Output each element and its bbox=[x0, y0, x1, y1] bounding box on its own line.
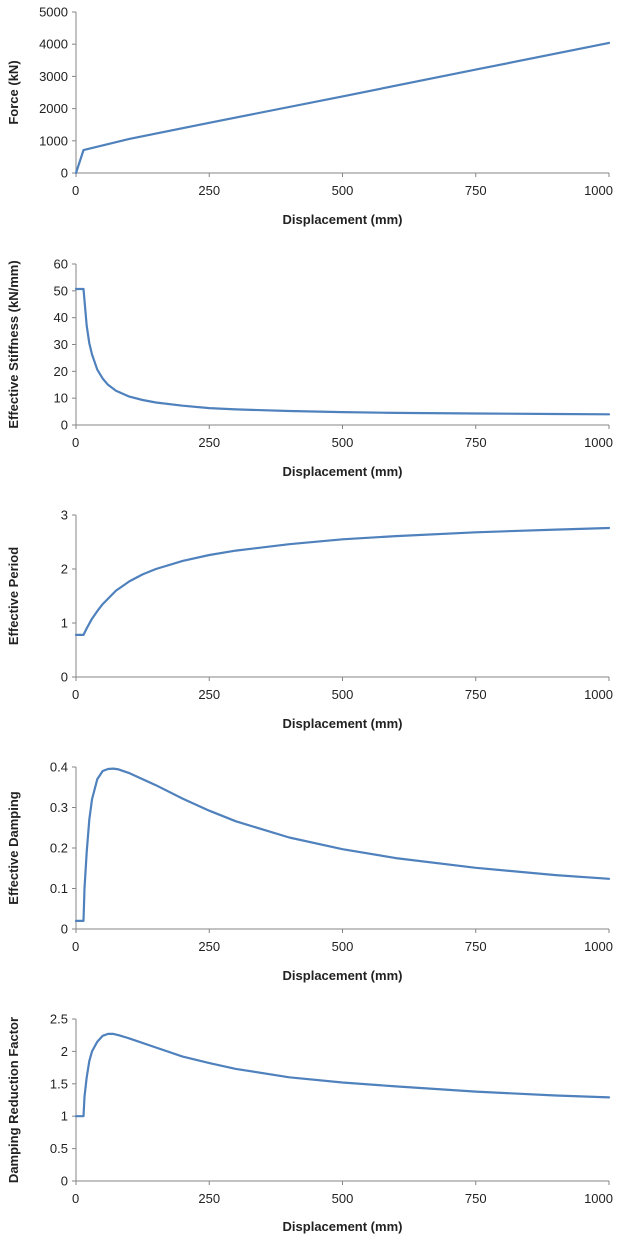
y-tick-label: 2 bbox=[61, 1044, 68, 1059]
x-tick-label: 250 bbox=[198, 183, 220, 198]
y-tick-label: 20 bbox=[54, 364, 68, 379]
x-axis-title: Displacement (mm) bbox=[283, 968, 403, 983]
y-tick-label: 0.2 bbox=[50, 841, 68, 856]
x-tick-label: 500 bbox=[332, 687, 354, 702]
x-tick-label: 250 bbox=[198, 687, 220, 702]
y-tick-label: 2.5 bbox=[50, 1012, 68, 1027]
y-tick-label: 2 bbox=[61, 562, 68, 577]
y-tick-label: 0 bbox=[61, 418, 68, 433]
x-axis-title: Displacement (mm) bbox=[283, 212, 403, 227]
chart-panel-5: 0 0.5 1 1.5 2 2.5 0 250 500 750 1000 Displacement (… bbox=[6, 1012, 613, 1235]
x-tick-label: 1000 bbox=[584, 1191, 613, 1206]
x-axis-title: Displacement (mm) bbox=[283, 716, 403, 731]
y-tick-label: 1.5 bbox=[50, 1076, 68, 1091]
chart-panel-3: 0 1 2 3 0 250 500 750 1000 Displacement (mm) Effec… bbox=[6, 508, 613, 732]
series-line bbox=[74, 41, 611, 175]
x-tick-label: 250 bbox=[198, 1191, 220, 1206]
x-tick-label: 250 bbox=[198, 939, 220, 954]
x-tick-label: 1000 bbox=[584, 435, 613, 450]
x-tick-label: 500 bbox=[332, 939, 354, 954]
x-axis-title: Displacement (mm) bbox=[283, 1219, 403, 1234]
y-axis-title: Force (kN) bbox=[6, 60, 21, 124]
x-tick-label: 500 bbox=[332, 1191, 354, 1206]
y-tick-label: 3000 bbox=[39, 69, 68, 84]
y-tick-label: 30 bbox=[54, 337, 68, 352]
series-line bbox=[74, 1032, 611, 1118]
y-tick-label: 2000 bbox=[39, 101, 68, 116]
y-tick-label: 0.4 bbox=[50, 760, 68, 775]
y-tick-label: 0 bbox=[61, 670, 68, 685]
x-tick-label: 750 bbox=[465, 435, 487, 450]
y-tick-label: 0 bbox=[61, 1174, 68, 1189]
x-tick-label: 750 bbox=[465, 687, 487, 702]
y-tick-label: 0.1 bbox=[50, 881, 68, 896]
chart-panel-1: 0 1000 2000 3000 4000 5000 0 250 500 750 1000 Displ… bbox=[6, 5, 613, 228]
series-line bbox=[74, 287, 611, 416]
y-tick-label: 0.5 bbox=[50, 1141, 68, 1156]
x-tick-label: 750 bbox=[465, 183, 487, 198]
series-line bbox=[74, 767, 611, 923]
y-tick-label: 4000 bbox=[39, 37, 68, 52]
x-axis-title: Displacement (mm) bbox=[283, 464, 403, 479]
y-axis-title: Effective Damping bbox=[6, 791, 21, 904]
x-tick-label: 0 bbox=[72, 687, 79, 702]
x-tick-label: 0 bbox=[72, 1191, 79, 1206]
x-tick-label: 750 bbox=[465, 1191, 487, 1206]
chart-panel-2: 0 10 20 30 40 50 60 0 250 500 750 1000 Displacement … bbox=[6, 257, 613, 480]
y-tick-label: 5000 bbox=[39, 5, 68, 20]
x-tick-label: 1000 bbox=[584, 939, 613, 954]
x-tick-label: 1000 bbox=[584, 687, 613, 702]
x-tick-label: 250 bbox=[198, 435, 220, 450]
y-tick-label: 50 bbox=[54, 283, 68, 298]
y-tick-label: 60 bbox=[54, 257, 68, 272]
y-axis-title: Effective Period bbox=[6, 547, 21, 645]
y-tick-label: 1000 bbox=[39, 133, 68, 148]
y-axis-title: Damping Reduction Factor bbox=[6, 1017, 21, 1183]
x-tick-label: 500 bbox=[332, 183, 354, 198]
x-tick-label: 750 bbox=[465, 939, 487, 954]
x-tick-label: 1000 bbox=[584, 183, 613, 198]
y-tick-label: 1 bbox=[61, 1109, 68, 1124]
y-tick-label: 1 bbox=[61, 616, 68, 631]
y-tick-label: 40 bbox=[54, 310, 68, 325]
y-tick-label: 0.3 bbox=[50, 800, 68, 815]
chart-panel-4: 0 0.1 0.2 0.3 0.4 0 250 500 750 1000 Displacement … bbox=[6, 760, 613, 984]
y-tick-label: 3 bbox=[61, 508, 68, 523]
y-tick-label: 0 bbox=[61, 922, 68, 937]
y-axis-title: Effective Stiffness (kN/mm) bbox=[6, 260, 21, 428]
x-tick-label: 0 bbox=[72, 435, 79, 450]
series-line bbox=[74, 526, 611, 637]
x-tick-label: 0 bbox=[72, 183, 79, 198]
x-tick-label: 0 bbox=[72, 939, 79, 954]
x-tick-label: 500 bbox=[332, 435, 354, 450]
y-tick-label: 0 bbox=[61, 166, 68, 181]
y-tick-label: 10 bbox=[54, 391, 68, 406]
